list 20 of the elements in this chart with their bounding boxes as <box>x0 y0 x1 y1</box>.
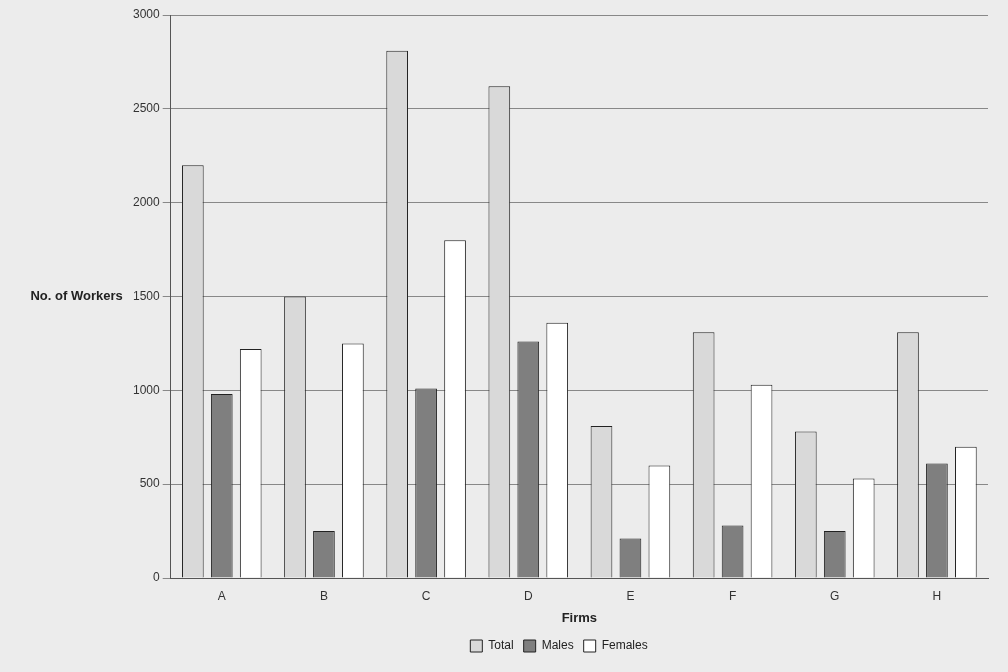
x-tick-label: F <box>728 588 737 603</box>
y-tick-label: 3000 <box>132 7 161 22</box>
x-tick-label: D <box>523 588 533 603</box>
y-axis-title: No. of Workers <box>30 288 123 304</box>
x-tick-label: E <box>626 588 635 603</box>
x-tick-label: H <box>932 588 942 603</box>
y-tick-label: 1000 <box>132 382 161 397</box>
legend-label: Females <box>601 638 648 653</box>
y-tick-label: 2500 <box>132 101 161 116</box>
y-tick-label: 500 <box>139 476 161 491</box>
x-tick-label: B <box>319 588 328 603</box>
y-tick-label: 2000 <box>132 194 161 209</box>
x-tick-label: C <box>421 588 431 603</box>
y-tick-label: 0 <box>153 570 161 585</box>
legend-label: Males <box>541 638 574 653</box>
y-tick-label: 1500 <box>132 288 161 303</box>
x-axis-title: Firms <box>561 609 598 625</box>
x-tick-label: G <box>830 588 840 603</box>
x-tick-label: A <box>217 588 226 603</box>
legend-label: Total <box>488 638 514 653</box>
